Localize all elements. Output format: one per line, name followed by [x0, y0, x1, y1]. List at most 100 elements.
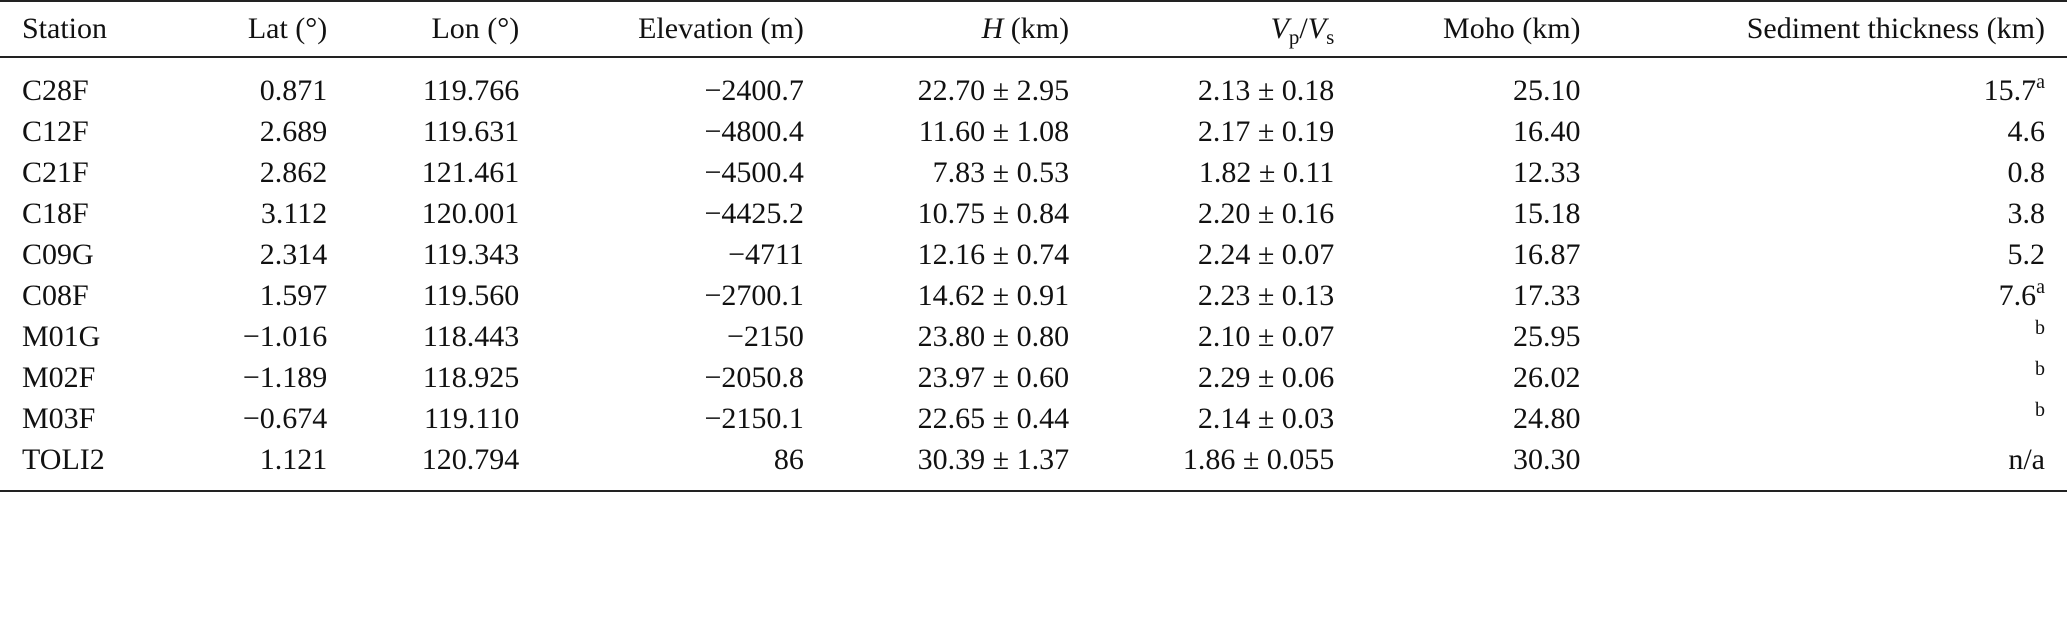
cell-station: C12F	[22, 114, 89, 148]
sediment-footnote-mark: a	[2036, 275, 2045, 298]
cell-lon: 118.925	[422, 360, 520, 394]
cell-elevation: −2150.1	[704, 401, 804, 435]
cell-station: C09G	[22, 237, 94, 271]
cell-moho: 26.02	[1513, 360, 1581, 394]
cell-sediment: 4.6	[1603, 111, 2067, 152]
header-elevation: Elevation (m)	[541, 1, 826, 58]
cell-lat: −0.674	[242, 401, 328, 435]
cell-lon: 120.001	[421, 196, 520, 230]
cell-elevation: −4500.4	[704, 155, 804, 189]
cell-lon: 120.794	[421, 442, 520, 476]
cell-lon: 119.631	[422, 114, 520, 148]
cell-h: 14.62 ± 0.91	[917, 278, 1070, 312]
cell-elevation: −2150	[726, 319, 804, 353]
header-station: Station	[0, 1, 176, 58]
cell-moho: 24.80	[1513, 401, 1581, 435]
cell-vpvs: 1.86 ± 0.055	[1182, 442, 1335, 476]
sediment-value: 7.6	[1998, 278, 2037, 312]
cell-sediment: b	[1603, 357, 2067, 398]
table-row: C09G 2.314 119.343 −4711 12.16 ± 0.74 2.24 ± …	[0, 234, 2067, 275]
sediment-footnote-mark: b	[2035, 398, 2045, 421]
cell-moho: 30.30	[1513, 442, 1581, 476]
sediment-value: 15.7	[1983, 73, 2037, 107]
cell-moho: 25.95	[1513, 319, 1581, 353]
header-vp-symbol: V	[1270, 12, 1289, 45]
header-h: H (km)	[825, 1, 1092, 58]
table-row: C28F 0.871 119.766 −2400.7 22.70 ± 2.95 2.13 …	[0, 57, 2067, 111]
sediment-footnote-mark: a	[2036, 70, 2045, 93]
sediment-value: 3.8	[2007, 196, 2046, 230]
cell-lon: 121.461	[421, 155, 520, 189]
sediment-value: 4.6	[2007, 114, 2046, 148]
table-row: C08F 1.597 119.560 −2700.1 14.62 ± 0.91 2.23 …	[0, 275, 2067, 316]
cell-moho: 17.33	[1513, 278, 1581, 312]
cell-lat: 3.112	[260, 196, 328, 230]
cell-sediment: 15.7a	[1603, 57, 2067, 111]
cell-h: 23.80 ± 0.80	[917, 319, 1070, 353]
cell-elevation: −2700.1	[704, 278, 804, 312]
cell-moho: 16.40	[1513, 114, 1581, 148]
table-row: M02F −1.189 118.925 −2050.8 23.97 ± 0.60 2.29…	[0, 357, 2067, 398]
cell-lon: 119.110	[423, 401, 520, 435]
header-vpvs-slash: /	[1299, 12, 1308, 45]
cell-vpvs: 1.82 ± 0.11	[1198, 155, 1335, 189]
cell-elevation: −4800.4	[704, 114, 804, 148]
sediment-footnote-mark: b	[2035, 316, 2045, 339]
cell-h: 12.16 ± 0.74	[917, 237, 1070, 271]
header-vpvs: Vp/Vs	[1091, 1, 1357, 58]
cell-sediment: 7.6a	[1603, 275, 2067, 316]
header-h-symbol: H	[981, 12, 1004, 45]
cell-station: C21F	[22, 155, 89, 189]
cell-vpvs: 2.17 ± 0.19	[1197, 114, 1335, 148]
cell-vpvs: 2.24 ± 0.07	[1197, 237, 1335, 271]
cell-h: 10.75 ± 0.84	[917, 196, 1070, 230]
table-header: Station Lat (°) Lon (°) Elevation (m) H …	[0, 1, 2067, 58]
cell-lat: 0.871	[259, 73, 328, 107]
cell-lon: 119.343	[422, 237, 520, 271]
cell-sediment: b	[1603, 398, 2067, 439]
cell-moho: 16.87	[1513, 237, 1581, 271]
cell-h: 23.97 ± 0.60	[917, 360, 1070, 394]
cell-lat: 2.862	[259, 155, 328, 189]
cell-lon: 119.766	[422, 73, 520, 107]
table-row: M03F −0.674 119.110 −2150.1 22.65 ± 0.44 2.14…	[0, 398, 2067, 439]
header-sediment: Sediment thickness (km)	[1602, 1, 2067, 58]
cell-lon: 118.443	[422, 319, 520, 353]
table-row: C12F 2.689 119.631 −4800.4 11.60 ± 1.08 2.17 …	[0, 111, 2067, 152]
cell-h: 22.65 ± 0.44	[917, 401, 1070, 435]
cell-h: 11.60 ± 1.08	[918, 114, 1070, 148]
cell-moho: 12.33	[1513, 155, 1581, 189]
table-row: M01G −1.016 118.443 −2150 23.80 ± 0.80 2.10 ±…	[0, 316, 2067, 357]
cell-lon: 119.560	[422, 278, 520, 312]
cell-h: 30.39 ± 1.37	[917, 442, 1070, 476]
cell-lat: 2.314	[259, 237, 328, 271]
cell-elevation: −4711	[728, 237, 804, 271]
cell-elevation: −4425.2	[704, 196, 804, 230]
cell-sediment: 0.8	[1603, 152, 2067, 193]
cell-elevation: −2400.7	[704, 73, 804, 107]
cell-station: M02F	[22, 360, 96, 394]
cell-moho: 15.18	[1513, 196, 1581, 230]
cell-vpvs: 2.10 ± 0.07	[1197, 319, 1335, 353]
cell-sediment: b	[1603, 316, 2067, 357]
cell-station: M03F	[22, 401, 96, 435]
table-row: C18F 3.112 120.001 −4425.2 10.75 ± 0.84 2.20 …	[0, 193, 2067, 234]
sediment-value: 0.8	[2007, 155, 2046, 189]
header-lon: Lon (°)	[349, 1, 542, 58]
sediment-value: 5.2	[2007, 237, 2046, 271]
sediment-value: n/a	[2008, 442, 2045, 476]
cell-station: M01G	[22, 319, 101, 353]
cell-sediment: 3.8	[1603, 193, 2067, 234]
cell-sediment: 5.2	[1603, 234, 2067, 275]
table-row: C21F 2.862 121.461 −4500.4 7.83 ± 0.53 1.82 ±…	[0, 152, 2067, 193]
cell-vpvs: 2.13 ± 0.18	[1197, 73, 1335, 107]
cell-lat: −1.189	[242, 360, 328, 394]
header-vp-sub: p	[1288, 25, 1300, 49]
cell-sediment: n/a	[1603, 439, 2067, 491]
header-vs-symbol: V	[1307, 12, 1327, 45]
header-vs-sub: s	[1326, 25, 1335, 49]
cell-station: C28F	[22, 73, 89, 107]
header-h-unit: (km)	[1003, 12, 1070, 45]
cell-vpvs: 2.20 ± 0.16	[1197, 196, 1335, 230]
